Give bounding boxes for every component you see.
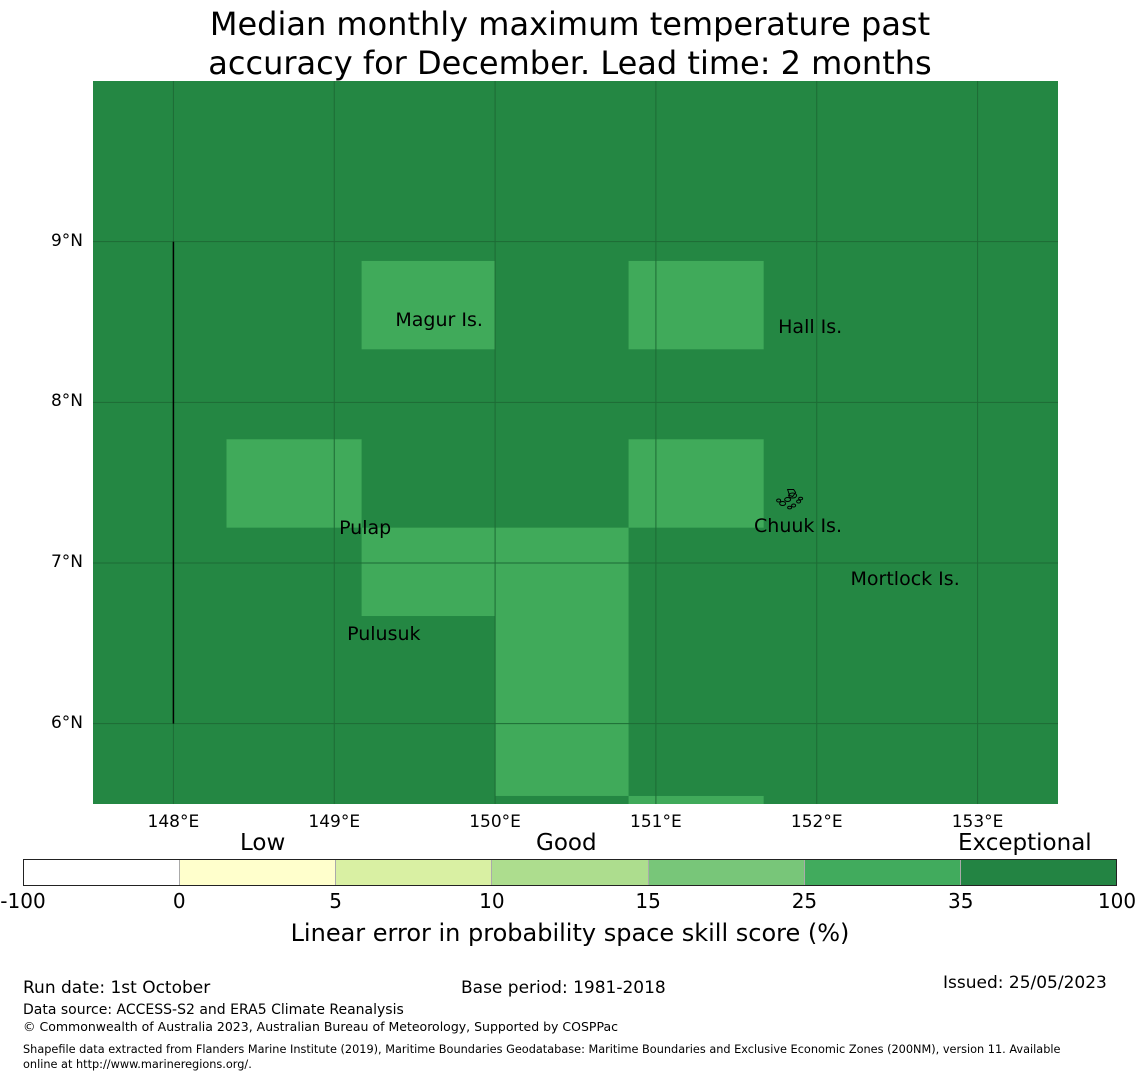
colorbar-category-exceptional: Exceptional — [958, 830, 1092, 856]
map-title-line-2: accuracy for December. Lead time: 2 mont… — [208, 44, 932, 82]
colorbar-tick-label: -100 — [0, 889, 46, 913]
longitude-tick-label: 150°E — [469, 812, 521, 832]
island-outline — [786, 489, 797, 498]
skill-cell-25-35 — [628, 795, 764, 804]
map-canvas — [93, 81, 1058, 804]
data-source: Data source: ACCESS-S2 and ERA5 Climate … — [23, 1002, 404, 1018]
colorbar-bin — [647, 860, 804, 885]
colorbar-label: Linear error in probability space skill … — [290, 919, 850, 947]
place-label: Chuuk Is. — [754, 515, 842, 538]
skill-cell-25-35 — [361, 527, 496, 617]
base-period: Base period: 1981-2018 — [461, 978, 666, 998]
colorbar-bin — [179, 860, 336, 885]
place-label: Magur Is. — [395, 309, 483, 332]
colorbar-bin — [24, 860, 180, 885]
island-outline — [798, 496, 804, 501]
place-label: Pulap — [339, 516, 392, 539]
colorbar-tick-label: 100 — [1097, 889, 1137, 913]
colorbar-bin — [803, 860, 960, 885]
island-outline — [796, 499, 802, 504]
colorbar — [23, 859, 1117, 886]
skill-cell-25-35 — [628, 260, 764, 350]
skill-score-map: Magur Is. Hall Is. Pulap Chuuk Is. Mortlock … — [93, 81, 1058, 804]
colorbar-category-low: Low — [240, 830, 286, 856]
skill-cell-25-35 — [361, 260, 496, 350]
island-outline — [787, 505, 793, 510]
run-date: Run date: 1st October — [23, 978, 211, 998]
colorbar-tick-label: 15 — [635, 889, 661, 913]
skill-cell-25-35 — [495, 527, 629, 796]
colorbar-tick-label: 10 — [479, 889, 505, 913]
latitude-tick-label: 7°N — [50, 552, 83, 572]
place-label: Pulusuk — [347, 622, 421, 645]
island-outline — [779, 501, 787, 507]
shapefile-credit-line-1: Shapefile data extracted from Flanders M… — [23, 1043, 1061, 1056]
longitude-tick-label: 153°E — [951, 812, 1004, 832]
latitude-tick-label: 6°N — [50, 712, 83, 733]
longitude-tick-label: 149°E — [308, 812, 361, 832]
island-outline — [784, 497, 792, 503]
colorbar-tick-label: 25 — [791, 889, 818, 913]
colorbar-tick-label: 35 — [947, 889, 974, 913]
skill-cell-25-35 — [226, 439, 362, 528]
skill-cell-25-35 — [628, 439, 764, 528]
island-outline — [788, 492, 798, 499]
island-outline — [776, 498, 782, 503]
colorbar-category-good: Good — [536, 830, 597, 856]
longitude-tick-label: 152°E — [790, 812, 843, 832]
colorbar-tick-label: 0 — [172, 889, 186, 913]
island-outline — [791, 503, 797, 508]
shapefile-credit-line-2: online at http://www.marineregions.org/. — [23, 1058, 252, 1071]
latitude-tick-label: 9°N — [50, 230, 83, 251]
colorbar-bin — [491, 860, 648, 885]
longitude-tick-label: 148°E — [147, 812, 200, 832]
latitude-tick-label: 8°N — [50, 391, 83, 412]
issued-date: Issued: 25/05/2023 — [943, 973, 1107, 993]
place-label: Mortlock Is. — [850, 568, 960, 591]
map-title-line-1: Median monthly maximum temperature past — [209, 5, 931, 43]
place-label: Hall Is. — [778, 315, 843, 338]
longitude-tick-label: 151°E — [630, 812, 682, 832]
colorbar-bin — [335, 860, 492, 885]
colorbar-bin — [959, 860, 1116, 885]
colorbar-tick-label: 5 — [329, 889, 342, 913]
copyright-notice: © Commonwealth of Australia 2023, Austra… — [23, 1019, 618, 1034]
